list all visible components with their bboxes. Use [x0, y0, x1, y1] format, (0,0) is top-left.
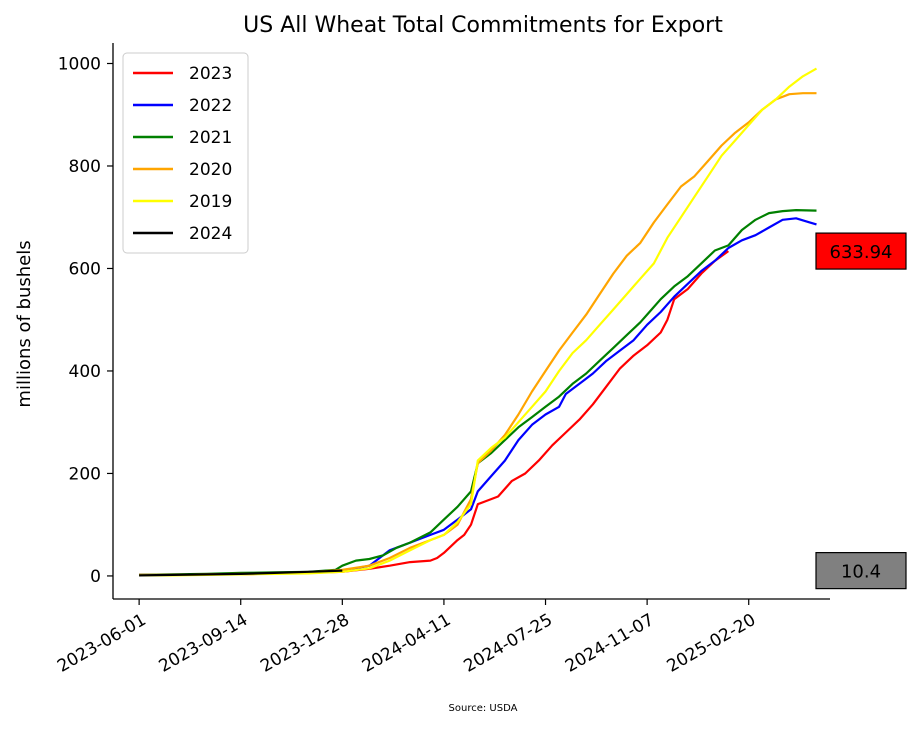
y-tick-label: 1000	[58, 54, 101, 74]
y-tick-label: 600	[69, 259, 101, 279]
x-tick-label: 2024-11-07	[562, 610, 658, 677]
legend-label: 2020	[189, 160, 232, 180]
x-tick-label: 2024-07-25	[460, 610, 556, 677]
y-tick-label: 400	[69, 362, 101, 382]
legend: 2023 2022 2021 2020 2019 2024	[122, 52, 249, 254]
y-tick-label: 0	[90, 567, 101, 587]
series-line-2024	[139, 569, 343, 577]
annotation-label: 633.94	[830, 242, 893, 263]
annotation-box-0	[815, 232, 907, 270]
series-layer	[139, 67, 818, 577]
legend-label: 2024	[189, 224, 232, 244]
x-tick-label: 2023-12-28	[257, 610, 353, 677]
series-line-2023	[139, 250, 730, 577]
annotation-box-1	[815, 552, 907, 590]
annotation-label: 10.4	[841, 562, 881, 583]
legend-label: 2021	[189, 128, 232, 148]
legend-label: 2019	[189, 192, 232, 212]
y-axis-label: millions of bushels	[14, 240, 35, 407]
x-tick-label: 2025-02-20	[664, 610, 760, 677]
chart-title: US All Wheat Total Commitments for Expor…	[243, 13, 723, 38]
series-line-2022	[139, 217, 817, 577]
source-note: Source: USDA	[449, 703, 518, 714]
y-tick-label: 200	[69, 464, 101, 484]
x-tick-label: 2023-09-14	[156, 610, 252, 677]
x-tick-label: 2024-04-11	[359, 610, 455, 677]
series-line-2020	[139, 92, 817, 577]
legend-label: 2022	[189, 96, 232, 116]
series-line-2021	[139, 209, 817, 576]
legend-frame	[122, 52, 249, 254]
annotations: 633.94 10.4	[815, 232, 907, 590]
y-tick-label: 800	[69, 157, 101, 177]
series-line-2019	[139, 67, 818, 577]
legend-label: 2023	[189, 64, 232, 84]
x-tick-label: 2023-06-01	[54, 610, 150, 677]
